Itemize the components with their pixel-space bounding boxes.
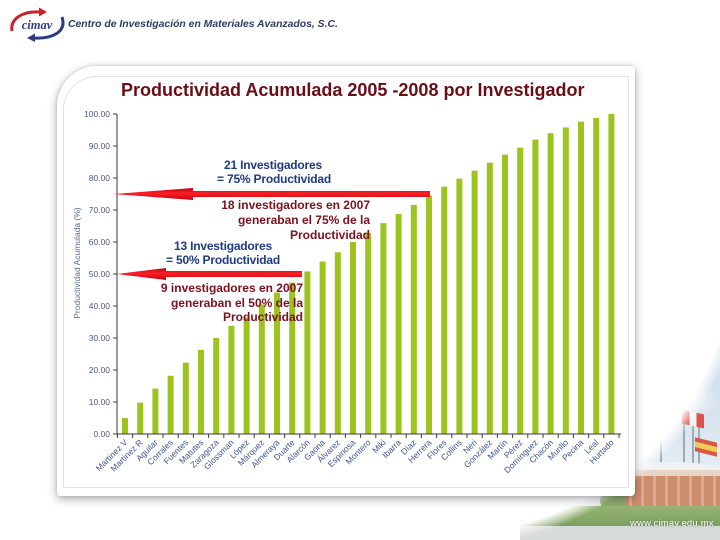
bar [213, 338, 220, 434]
bar [182, 362, 189, 434]
logo-blue-arrowhead-icon [27, 33, 35, 42]
hedge [520, 506, 720, 528]
bar [289, 282, 296, 434]
annotation-13-investigadores: 13 Investigadores [174, 239, 273, 253]
bar [562, 127, 569, 434]
annotation-18-investigadores-2007: 18 investigadores en 2007 [221, 198, 370, 212]
organization-name: Centro de Investigación en Materiales Av… [68, 19, 338, 30]
bar [593, 117, 600, 434]
bar [258, 304, 265, 434]
bar [228, 325, 235, 434]
bar [578, 121, 584, 435]
photo-cloud [640, 380, 720, 420]
ground [520, 526, 720, 540]
y-tick-label: 0.00 [93, 429, 110, 439]
bar [471, 170, 478, 434]
y-tick-label: 20.00 [89, 365, 111, 375]
annotation-75-productividad: = 75% Productividad [217, 172, 331, 186]
bar [426, 195, 432, 434]
y-tick-label: 100.00 [84, 109, 110, 119]
reference-arrows [113, 188, 430, 280]
bar [137, 402, 144, 434]
left-arrow-icon [117, 268, 302, 280]
bar [319, 261, 326, 434]
annotation-9-investigadores-2007: 9 investigadores en 2007 [161, 281, 303, 295]
bar [167, 375, 174, 434]
bar [410, 204, 417, 434]
logo-blue-arc-icon [33, 16, 65, 40]
annotation-productividad-50: Productividad [223, 310, 303, 324]
bar [198, 349, 204, 434]
logo-red-arrowhead-icon [39, 7, 47, 17]
y-axis-title: Productividad Acumulada (%) [72, 207, 82, 319]
bar-series [122, 114, 615, 435]
annotation-productividad-75: Productividad [290, 228, 370, 242]
bar [486, 162, 493, 434]
y-tick-label: 30.00 [89, 333, 111, 343]
bar [274, 292, 280, 434]
bar [243, 317, 250, 434]
annotation-generaban-75: generaban el 75% de la [238, 213, 370, 227]
bar [365, 233, 372, 434]
website-url: www.cimav.edu.mx [630, 518, 714, 529]
y-tick-label: 90.00 [89, 141, 111, 151]
bar [380, 223, 387, 434]
bar [502, 154, 508, 434]
bar [395, 213, 402, 434]
logo-red-arc-icon [10, 10, 41, 32]
bar [441, 186, 448, 434]
y-tick-label: 50.00 [89, 269, 111, 279]
flagpole [660, 408, 662, 508]
building-band [620, 470, 720, 476]
bar [152, 388, 159, 434]
flagpole [692, 412, 694, 508]
y-tick-label: 80.00 [89, 173, 111, 183]
bar [334, 252, 341, 434]
left-arrow-icon [113, 188, 430, 200]
logo-text: cimav [22, 18, 53, 32]
y-tick-label: 10.00 [89, 397, 111, 407]
building [620, 470, 720, 512]
cimav-logo: cimav [10, 7, 65, 42]
bar [304, 271, 311, 434]
annotation-21-investigadores: 21 Investigadores [224, 158, 323, 172]
bar [350, 242, 356, 434]
annotation-50-productividad: = 50% Productividad [166, 253, 280, 267]
y-tick-label: 70.00 [89, 205, 111, 215]
chart-title: Productividad Acumulada 2005 -2008 por I… [121, 80, 584, 100]
y-tick-label: 60.00 [89, 237, 111, 247]
bar [532, 139, 539, 434]
bar [547, 133, 554, 434]
bar [456, 178, 463, 434]
y-tick-label: 40.00 [89, 301, 111, 311]
flagpole [683, 410, 685, 508]
chart-card-frame [63, 76, 629, 488]
bar [517, 147, 524, 434]
annotation-generaban-50: generaban el 50% de la [171, 296, 303, 310]
bar [122, 418, 128, 434]
bar [608, 114, 615, 434]
